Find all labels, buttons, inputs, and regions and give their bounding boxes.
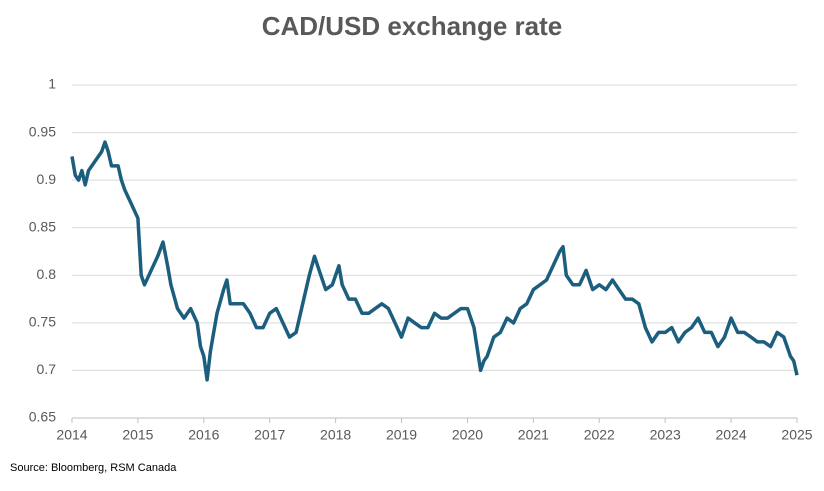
x-tick-label: 2020 — [452, 427, 483, 443]
chart-title: CAD/USD exchange rate — [262, 11, 563, 41]
x-tick-label: 2021 — [518, 427, 549, 443]
y-tick-label: 0.65 — [29, 409, 56, 425]
x-tick-label: 2014 — [56, 427, 87, 443]
x-tick-label: 2019 — [386, 427, 417, 443]
y-tick-label: 0.95 — [29, 123, 56, 139]
y-tick-label: 0.85 — [29, 218, 56, 234]
y-tick-label: 1 — [48, 76, 56, 92]
x-tick-label: 2016 — [188, 427, 219, 443]
y-tick-label: 0.8 — [37, 266, 57, 282]
y-tick-label: 0.75 — [29, 314, 56, 330]
x-tick-label: 2024 — [716, 427, 747, 443]
x-tick-label: 2023 — [650, 427, 681, 443]
y-tick-label: 0.7 — [37, 361, 57, 377]
x-tick-label: 2018 — [320, 427, 351, 443]
x-tick-label: 2017 — [254, 427, 285, 443]
x-tick-label: 2022 — [584, 427, 615, 443]
source: Source: Bloomberg, RSM Canada — [10, 462, 177, 474]
y-tick-label: 0.9 — [37, 171, 57, 187]
x-tick-label: 2025 — [781, 427, 812, 443]
line — [70, 140, 799, 382]
x-tick-label: 2015 — [122, 427, 153, 443]
